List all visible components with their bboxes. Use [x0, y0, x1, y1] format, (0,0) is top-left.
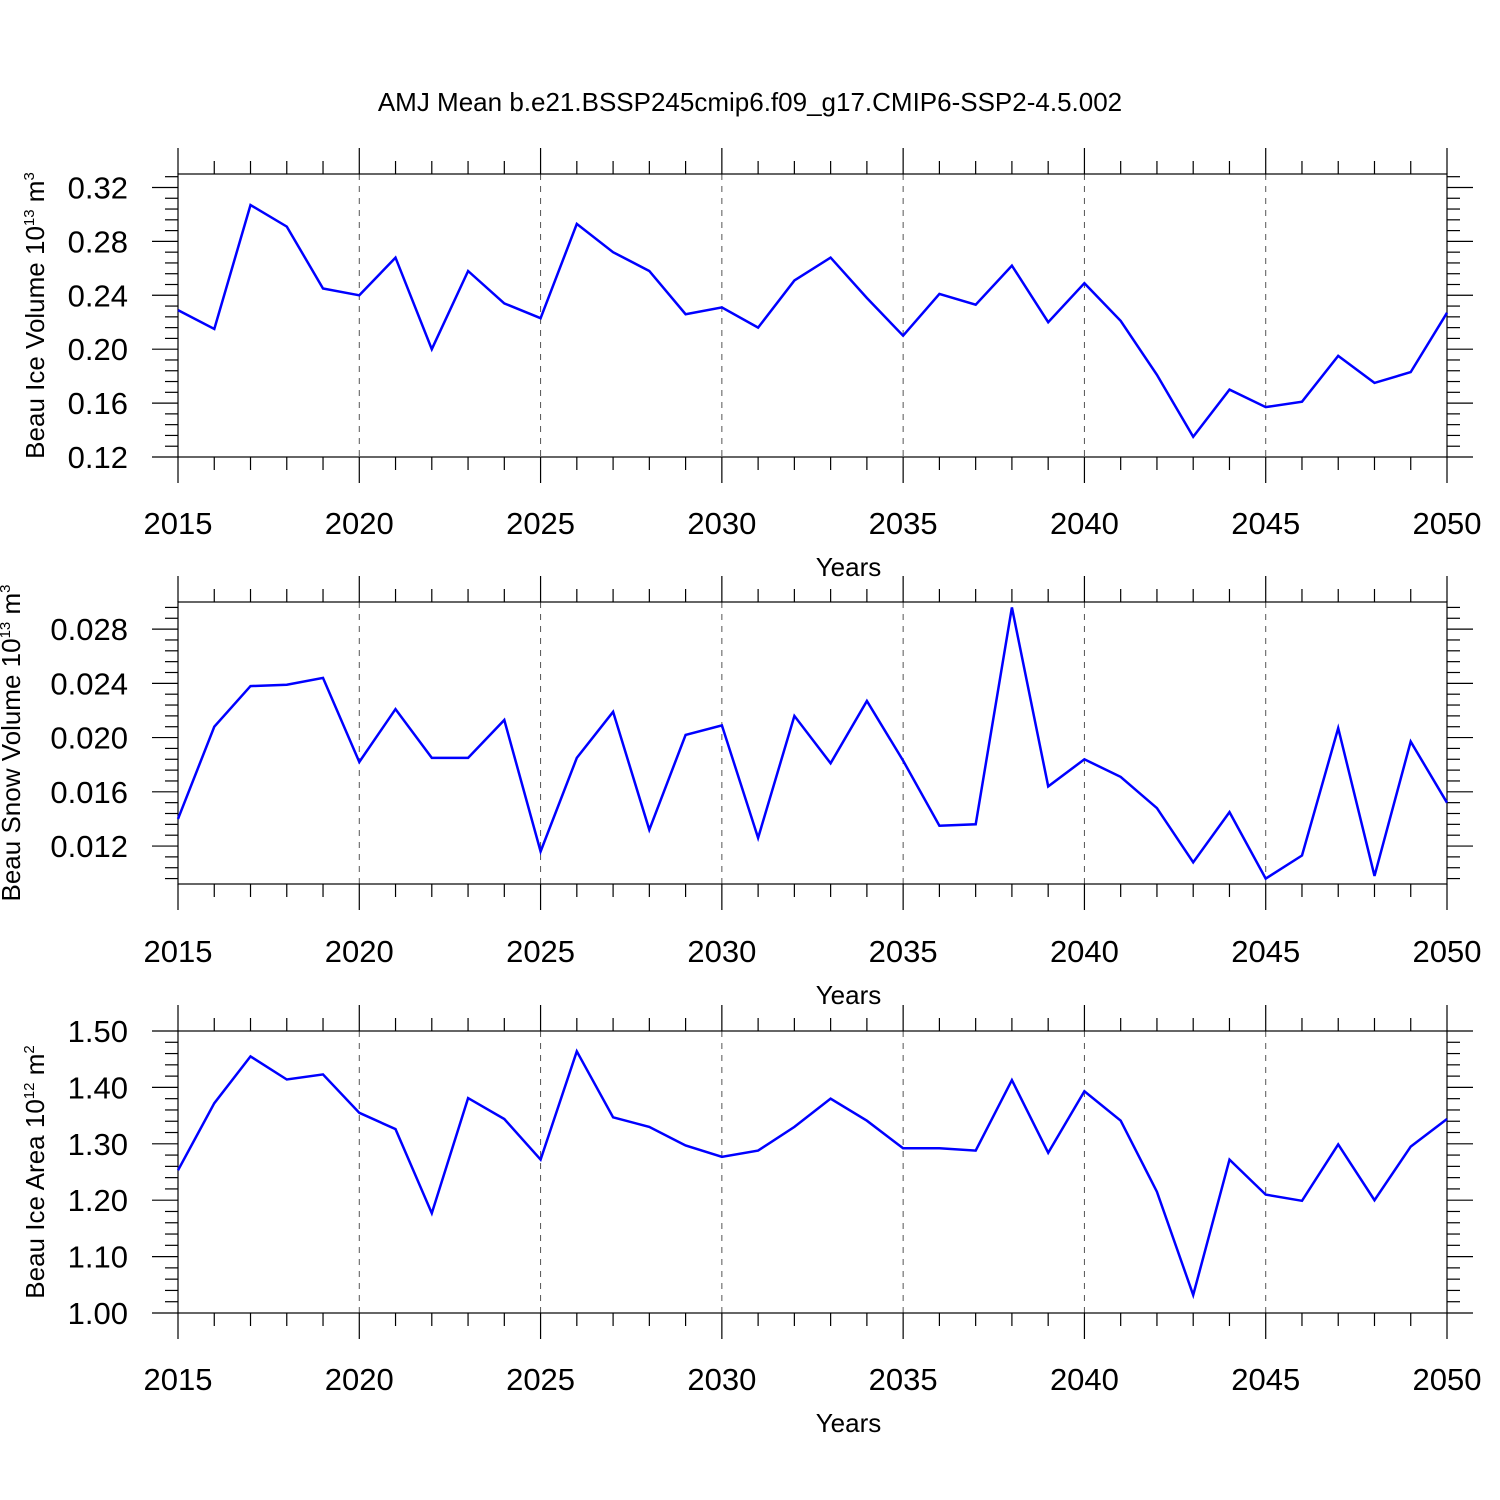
ice-area-xtick-label-2035: 2035	[869, 1362, 938, 1397]
ice-volume-ytick-label-0.24: 0.24	[68, 278, 128, 313]
snow-volume-plot-frame	[177, 601, 1448, 885]
snow-volume-ytick-label-0.012: 0.012	[50, 829, 128, 864]
ice-area-ytick-label-1.20: 1.20	[68, 1183, 128, 1218]
ice-volume-series-line	[177, 203, 1449, 440]
ice-area-series-line	[176, 1048, 1448, 1300]
ice-area-xtick-label-2040: 2040	[1050, 1362, 1119, 1397]
snow-volume-ytick-label-0.020: 0.020	[50, 721, 128, 756]
ice-volume-xtick-label-2030: 2030	[687, 506, 756, 541]
snow-volume-y-axis-title: Beau Snow Volume 1013 m3	[0, 585, 26, 902]
ice-volume-xtick-label-2025: 2025	[506, 506, 575, 541]
ice-volume-ytick-label-0.20: 0.20	[68, 332, 128, 367]
panel-snow-volume: 2015 2020 2025 2030 2035 2040 2045 2050 0.012 0.0…	[0, 576, 1481, 1010]
ice-area-xtick-label-2045: 2045	[1231, 1362, 1300, 1397]
ice-volume-xtick-label-2050: 2050	[1413, 506, 1482, 541]
panel-ice-volume: 2015 2020 2025 2030 2035 2040 2045 2050 0.12 0.16…	[20, 148, 1481, 582]
ice-area-ytick-label-1.40: 1.40	[68, 1070, 128, 1105]
ice-volume-xtick-label-2045: 2045	[1231, 506, 1300, 541]
snow-volume-xtick-label-2045: 2045	[1231, 934, 1300, 969]
snow-volume-ytick-label-0.028: 0.028	[50, 612, 128, 647]
ice-volume-xtick-label-2015: 2015	[144, 506, 213, 541]
ice-volume-xtick-label-2020: 2020	[325, 506, 394, 541]
snow-volume-ytick-label-0.024: 0.024	[50, 666, 128, 701]
ice-area-x-axis-title: Years	[816, 1408, 882, 1438]
ice-area-y-axis-title: Beau Ice Area 1012 m2	[20, 1045, 50, 1298]
snow-volume-xtick-label-2035: 2035	[869, 934, 938, 969]
panel-ice-area: 2015 2020 2025 2030 2035 2040 2045 2050 1.00 1.10…	[20, 1005, 1481, 1438]
snow-volume-xtick-label-2015: 2015	[144, 934, 213, 969]
ice-volume-plot-frame	[177, 173, 1448, 458]
ice-volume-ytick-label-0.32: 0.32	[68, 170, 128, 205]
snow-volume-xtick-label-2025: 2025	[506, 934, 575, 969]
ice-volume-xtick-label-2040: 2040	[1050, 506, 1119, 541]
ice-area-ytick-label-1.50: 1.50	[68, 1014, 128, 1049]
ice-area-xtick-label-2020: 2020	[325, 1362, 394, 1397]
snow-volume-series-line	[176, 607, 1449, 881]
ice-area-plot-frame	[177, 1030, 1448, 1314]
ice-area-ytick-label-1.30: 1.30	[68, 1127, 128, 1162]
ice-volume-y-axis-title: Beau Ice Volume 1013 m3	[20, 172, 50, 459]
ice-area-xtick-label-2030: 2030	[687, 1362, 756, 1397]
ice-volume-ytick-label-0.16: 0.16	[68, 386, 128, 421]
snow-volume-ytick-label-0.016: 0.016	[50, 775, 128, 810]
snow-volume-xtick-label-2020: 2020	[325, 934, 394, 969]
ice-area-ytick-label-1.00: 1.00	[68, 1296, 128, 1331]
ice-area-xtick-label-2025: 2025	[506, 1362, 575, 1397]
chart-title: AMJ Mean b.e21.BSSP245cmip6.f09_g17.CMIP…	[378, 87, 1122, 117]
ice-area-ytick-label-1.10: 1.10	[68, 1240, 128, 1275]
ice-volume-ytick-label-0.28: 0.28	[68, 224, 128, 259]
ice-volume-ytick-label-0.12: 0.12	[68, 440, 128, 475]
ice-volume-xtick-label-2035: 2035	[869, 506, 938, 541]
snow-volume-xtick-label-2050: 2050	[1413, 934, 1482, 969]
snow-volume-xtick-label-2040: 2040	[1050, 934, 1119, 969]
ice-area-xtick-label-2050: 2050	[1413, 1362, 1482, 1397]
ice-area-xtick-label-2015: 2015	[144, 1362, 213, 1397]
snow-volume-x-axis-title: Years	[816, 980, 882, 1010]
snow-volume-xtick-label-2030: 2030	[687, 934, 756, 969]
ice-volume-x-axis-title: Years	[816, 552, 882, 582]
